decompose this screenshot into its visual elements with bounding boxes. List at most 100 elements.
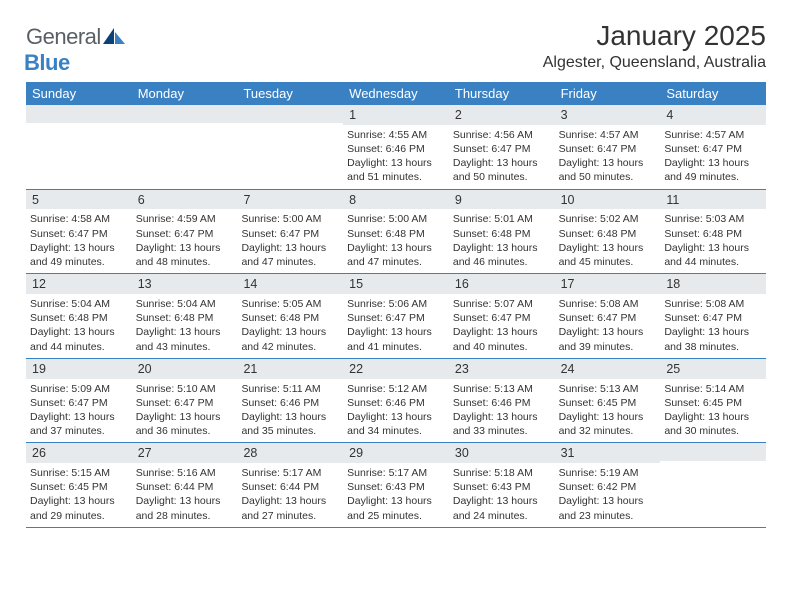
day-number: 29 (343, 443, 449, 463)
day-number (660, 443, 766, 461)
sunrise-text: Sunrise: 5:00 AM (347, 212, 445, 226)
sunset-text: Sunset: 6:42 PM (559, 480, 657, 494)
day-cell: 16Sunrise: 5:07 AMSunset: 6:47 PMDayligh… (449, 274, 555, 358)
daylight-text: Daylight: 13 hours and 39 minutes. (559, 325, 657, 353)
day-number: 5 (26, 190, 132, 210)
daylight-text: Daylight: 13 hours and 45 minutes. (559, 241, 657, 269)
day-number: 7 (237, 190, 343, 210)
sunset-text: Sunset: 6:43 PM (347, 480, 445, 494)
sunset-text: Sunset: 6:48 PM (30, 311, 128, 325)
sunrise-text: Sunrise: 5:11 AM (241, 382, 339, 396)
sunset-text: Sunset: 6:44 PM (136, 480, 234, 494)
daylight-text: Daylight: 13 hours and 43 minutes. (136, 325, 234, 353)
daylight-text: Daylight: 13 hours and 44 minutes. (30, 325, 128, 353)
daylight-text: Daylight: 13 hours and 44 minutes. (664, 241, 762, 269)
day-number: 1 (343, 105, 449, 125)
day-number: 23 (449, 359, 555, 379)
day-cell: 26Sunrise: 5:15 AMSunset: 6:45 PMDayligh… (26, 443, 132, 527)
month-title: January 2025 (543, 20, 766, 52)
day-cell: 18Sunrise: 5:08 AMSunset: 6:47 PMDayligh… (660, 274, 766, 358)
sunset-text: Sunset: 6:46 PM (347, 142, 445, 156)
day-cell: 12 Sunrise: 5:04 AMSunset: 6:48 PMDayligh… (26, 274, 132, 358)
sunrise-text: Sunrise: 5:00 AM (241, 212, 339, 226)
day-number: 6 (132, 190, 238, 210)
sunset-text: Sunset: 6:47 PM (30, 227, 128, 241)
day-number: 13 (132, 274, 238, 294)
daylight-text: Daylight: 13 hours and 34 minutes. (347, 410, 445, 438)
daylight-text: Daylight: 13 hours and 24 minutes. (453, 494, 551, 522)
brand-logo: GeneralBlue (26, 24, 125, 76)
sunset-text: Sunset: 6:48 PM (136, 311, 234, 325)
day-number: 17 (555, 274, 661, 294)
sunrise-text: Sunrise: 4:58 AM (30, 212, 128, 226)
brand-text: GeneralBlue (26, 24, 125, 76)
day-number: 16 (449, 274, 555, 294)
sunrise-text: Sunrise: 4:59 AM (136, 212, 234, 226)
day-number: 12 (26, 274, 132, 294)
day-number (26, 105, 132, 123)
sunset-text: Sunset: 6:47 PM (453, 311, 551, 325)
day-cell: 10Sunrise: 5:02 AMSunset: 6:48 PMDayligh… (555, 190, 661, 274)
sunrise-text: Sunrise: 5:14 AM (664, 382, 762, 396)
weekday-header: Sunday Monday Tuesday Wednesday Thursday… (26, 82, 766, 105)
day-cell: 8Sunrise: 5:00 AMSunset: 6:48 PMDaylight… (343, 190, 449, 274)
sunset-text: Sunset: 6:46 PM (241, 396, 339, 410)
daylight-text: Daylight: 13 hours and 47 minutes. (347, 241, 445, 269)
day-cell: 3Sunrise: 4:57 AMSunset: 6:47 PMDaylight… (555, 105, 661, 189)
sunrise-text: Sunrise: 5:06 AM (347, 297, 445, 311)
day-number (237, 105, 343, 123)
day-number: 3 (555, 105, 661, 125)
sunrise-text: Sunrise: 4:55 AM (347, 128, 445, 142)
day-cell: 31Sunrise: 5:19 AMSunset: 6:42 PMDayligh… (555, 443, 661, 527)
day-cell (26, 105, 132, 189)
sunset-text: Sunset: 6:47 PM (241, 227, 339, 241)
day-number: 11 (660, 190, 766, 210)
sunrise-text: Sunrise: 5:01 AM (453, 212, 551, 226)
week-row: 1Sunrise: 4:55 AMSunset: 6:46 PMDaylight… (26, 105, 766, 190)
weekday-fri: Friday (555, 82, 661, 105)
day-number: 27 (132, 443, 238, 463)
daylight-text: Daylight: 13 hours and 36 minutes. (136, 410, 234, 438)
day-number: 28 (237, 443, 343, 463)
sunset-text: Sunset: 6:47 PM (347, 311, 445, 325)
sunset-text: Sunset: 6:45 PM (664, 396, 762, 410)
title-block: January 2025 Algester, Queensland, Austr… (543, 20, 766, 72)
daylight-text: Daylight: 13 hours and 41 minutes. (347, 325, 445, 353)
sunset-text: Sunset: 6:47 PM (559, 142, 657, 156)
day-cell: 19Sunrise: 5:09 AMSunset: 6:47 PMDayligh… (26, 359, 132, 443)
day-number: 31 (555, 443, 661, 463)
daylight-text: Daylight: 13 hours and 28 minutes. (136, 494, 234, 522)
day-cell: 15Sunrise: 5:06 AMSunset: 6:47 PMDayligh… (343, 274, 449, 358)
daylight-text: Daylight: 13 hours and 49 minutes. (30, 241, 128, 269)
daylight-text: Daylight: 13 hours and 23 minutes. (559, 494, 657, 522)
day-cell: 11Sunrise: 5:03 AMSunset: 6:48 PMDayligh… (660, 190, 766, 274)
sunset-text: Sunset: 6:47 PM (136, 396, 234, 410)
daylight-text: Daylight: 13 hours and 35 minutes. (241, 410, 339, 438)
daylight-text: Daylight: 13 hours and 32 minutes. (559, 410, 657, 438)
week-row: 19Sunrise: 5:09 AMSunset: 6:47 PMDayligh… (26, 359, 766, 444)
sunrise-text: Sunrise: 5:02 AM (559, 212, 657, 226)
sunrise-text: Sunrise: 5:13 AM (559, 382, 657, 396)
sunset-text: Sunset: 6:47 PM (453, 142, 551, 156)
day-cell (660, 443, 766, 527)
calendar-page: GeneralBlue January 2025 Algester, Queen… (0, 0, 792, 528)
sunrise-text: Sunrise: 5:04 AM (136, 297, 234, 311)
sunrise-text: Sunrise: 4:57 AM (559, 128, 657, 142)
sunrise-text: Sunrise: 5:07 AM (453, 297, 551, 311)
day-cell: 13 Sunrise: 5:04 AMSunset: 6:48 PMDayligh… (132, 274, 238, 358)
daylight-text: Daylight: 13 hours and 25 minutes. (347, 494, 445, 522)
sunrise-text: Sunrise: 5:04 AM (30, 297, 128, 311)
day-number: 10 (555, 190, 661, 210)
day-number: 22 (343, 359, 449, 379)
day-number: 4 (660, 105, 766, 125)
day-cell: 9Sunrise: 5:01 AMSunset: 6:48 PMDaylight… (449, 190, 555, 274)
weekday-mon: Monday (132, 82, 238, 105)
sunset-text: Sunset: 6:44 PM (241, 480, 339, 494)
daylight-text: Daylight: 13 hours and 38 minutes. (664, 325, 762, 353)
calendar-grid: 1Sunrise: 4:55 AMSunset: 6:46 PMDaylight… (26, 105, 766, 528)
weekday-tue: Tuesday (237, 82, 343, 105)
weekday-thu: Thursday (449, 82, 555, 105)
sunset-text: Sunset: 6:45 PM (559, 396, 657, 410)
sunrise-text: Sunrise: 5:18 AM (453, 466, 551, 480)
day-cell: 22Sunrise: 5:12 AMSunset: 6:46 PMDayligh… (343, 359, 449, 443)
